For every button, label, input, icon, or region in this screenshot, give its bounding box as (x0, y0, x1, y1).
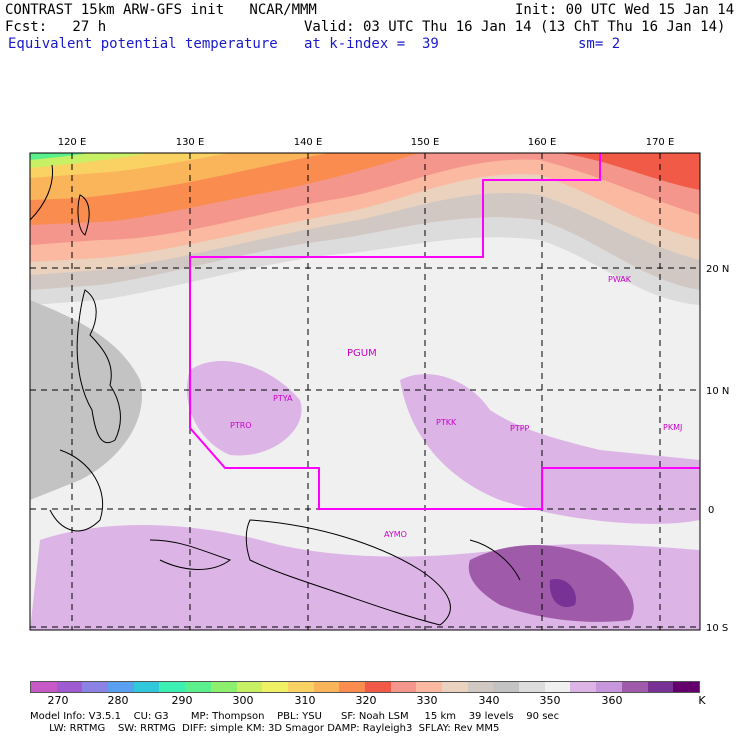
theta-e-map: 120 E 130 E 140 E 150 E 160 E 170 E 20 N… (29, 137, 729, 634)
colorbar-swatch (287, 682, 314, 692)
colorbar-tick: 310 (294, 694, 316, 707)
map-frame (29, 152, 701, 631)
station-label: PWAK (608, 275, 632, 284)
colorbar-swatch (185, 682, 211, 692)
colorbar-swatch (596, 682, 622, 692)
colorbar-swatch (647, 682, 674, 692)
colorbar-tick: 330 (416, 694, 438, 707)
colorbar-tick: 320 (355, 694, 377, 707)
colorbar-swatch (133, 682, 160, 692)
colorbar-swatch (82, 682, 109, 692)
lon-label: 150 E (411, 137, 440, 148)
model-info-line2: LW: RRTMG SW: RRTMG DIFF: simple KM: 3D … (30, 723, 500, 734)
colorbar-swatch (519, 682, 545, 692)
colorbar-swatch (364, 682, 391, 692)
level-label: at k-index = 39 (304, 36, 439, 52)
colorbar-swatch (236, 682, 263, 692)
field-name: Equivalent potential temperature (8, 36, 278, 52)
station-label: AYMO (384, 530, 407, 539)
lon-label: 160 E (528, 137, 557, 148)
colorbar-swatch (621, 682, 648, 692)
colorbar-swatch (31, 682, 57, 692)
colorbar-swatch (262, 682, 288, 692)
colorbar-unit: K (698, 694, 706, 707)
model-info-line1: Model Info: V3.5.1 CU: G3 MP: Thompson P… (30, 711, 560, 722)
station-label: PTKK (436, 418, 457, 427)
lat-label: 20 N (706, 264, 729, 275)
colorbar-tick: 270 (47, 694, 69, 707)
lat-label: 10 S (706, 623, 728, 634)
station-label: PTYA (273, 394, 293, 403)
lat-label: 0 (708, 505, 714, 516)
colorbar (30, 681, 700, 693)
model-title: CONTRAST 15km ARW-GFS init NCAR/MMM (5, 2, 317, 18)
lon-label: 130 E (176, 137, 205, 148)
forecast-hour: Fcst: 27 h (5, 19, 107, 35)
valid-time: Valid: 03 UTC Thu 16 Jan 14 (13 ChT Thu … (304, 19, 726, 35)
colorbar-swatch (313, 682, 340, 692)
colorbar-swatch (210, 682, 237, 692)
colorbar-tick: 290 (171, 694, 193, 707)
colorbar-tick: 360 (601, 694, 623, 707)
colorbar-swatch (108, 682, 134, 692)
colorbar-swatch (159, 682, 186, 692)
colorbar-swatch (339, 682, 365, 692)
lat-label: 10 N (706, 386, 729, 397)
station-label: PGUM (347, 348, 377, 359)
region-boundary (189, 153, 700, 510)
colorbar-swatch (544, 682, 571, 692)
colorbar-swatch (570, 682, 597, 692)
colorbar-swatch (442, 682, 468, 692)
colorbar-swatch (56, 682, 83, 692)
colorbar-swatch (467, 682, 494, 692)
colorbar-ticks: 270 280 290 300 310 320 330 340 350 360 … (0, 694, 740, 708)
lon-label: 170 E (646, 137, 675, 148)
lon-label: 140 E (294, 137, 323, 148)
colorbar-tick: 300 (232, 694, 254, 707)
station-label: PKMJ (663, 423, 682, 432)
station-label: PTRO (230, 421, 252, 430)
colorbar-swatch (493, 682, 520, 692)
coastlines (30, 164, 521, 626)
station-label: PTPP (510, 424, 530, 433)
colorbar-tick: 280 (107, 694, 129, 707)
colorbar-swatch (390, 682, 417, 692)
lon-label: 120 E (58, 137, 87, 148)
colorbar-tick: 340 (478, 694, 500, 707)
colorbar-swatch (673, 682, 699, 692)
smoothing-label: sm= 2 (578, 36, 621, 52)
map-field (30, 153, 700, 630)
init-time: Init: 00 UTC Wed 15 Jan 14 (515, 2, 735, 18)
colorbar-swatch (416, 682, 442, 692)
colorbar-tick: 350 (539, 694, 561, 707)
